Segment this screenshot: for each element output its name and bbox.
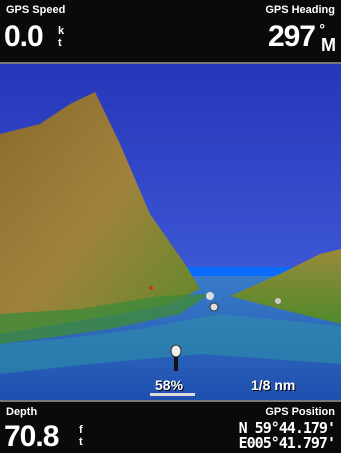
right-hill <box>230 249 341 324</box>
position-label: GPS Position <box>265 406 335 418</box>
boat-wake <box>174 357 178 371</box>
depth-unit-bottom: t <box>79 436 83 448</box>
left-mountain <box>0 92 200 334</box>
speed-value: 0.0 <box>4 20 44 53</box>
heading-label: GPS Heading <box>265 4 335 16</box>
heading-value: 297 <box>267 20 316 53</box>
speed-label: GPS Speed <box>6 4 66 16</box>
bottom-data-bar: Depth 70.8 f t GPS Position N 59°44.179'… <box>0 400 341 453</box>
top-data-bar: GPS Speed 0.0 k t GPS Heading 297 ° M <box>0 0 341 64</box>
longitude: E005°41.797' <box>238 434 336 452</box>
depth-value: 70.8 <box>4 420 59 453</box>
buoy <box>149 286 153 290</box>
depth-unit-top: f <box>79 424 83 436</box>
marker <box>206 292 214 300</box>
scale-bar <box>150 393 195 396</box>
shallow-water <box>0 314 341 374</box>
latitude: N 59°44.179' <box>238 419 336 437</box>
boat-icon <box>170 344 182 358</box>
3d-view <box>0 64 341 400</box>
depth-label: Depth <box>6 406 38 418</box>
shore <box>0 294 210 344</box>
speed-unit-bottom: t <box>58 37 62 49</box>
speed-unit-top: k <box>58 25 65 37</box>
zoom-level: 58% <box>155 377 184 393</box>
heading-unit-bottom: M <box>321 35 336 55</box>
map-scale: 1/8 nm <box>251 377 296 393</box>
marker <box>275 298 281 304</box>
marker <box>209 302 219 312</box>
heading-unit-top: ° <box>319 21 325 37</box>
